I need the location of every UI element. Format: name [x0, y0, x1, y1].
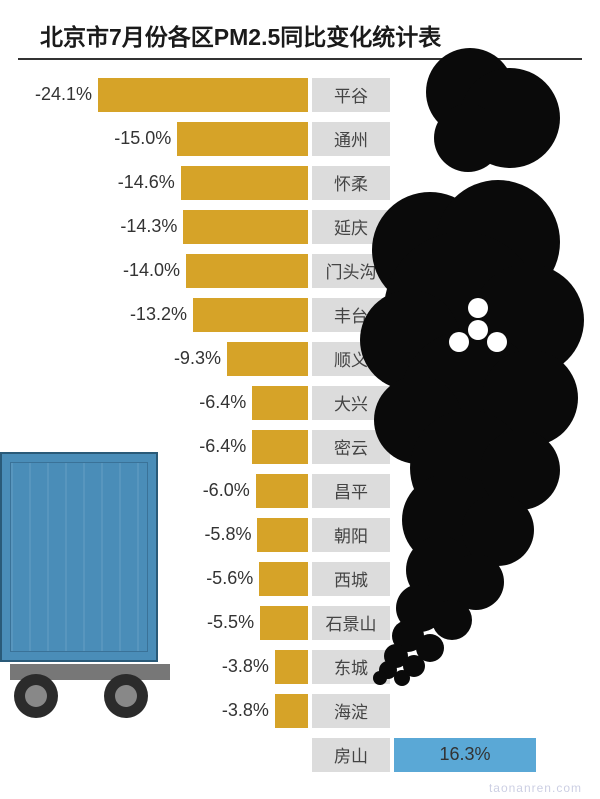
bar-negative — [183, 210, 308, 244]
bar-negative — [177, 122, 308, 156]
truck-illustration — [0, 452, 175, 712]
value-label: -6.4% — [199, 436, 246, 457]
district-label: 通州 — [312, 122, 390, 156]
district-label: 顺义 — [312, 342, 390, 376]
value-label: -13.2% — [130, 304, 187, 325]
bar-negative — [227, 342, 308, 376]
bar-negative — [257, 518, 308, 552]
value-label: -14.3% — [120, 216, 177, 237]
value-label: -6.4% — [199, 392, 246, 413]
district-label: 门头沟 — [312, 254, 390, 288]
bar-negative — [181, 166, 308, 200]
chart-row: -14.3% 延庆 — [18, 206, 600, 247]
bar-negative — [98, 78, 308, 112]
district-label: 大兴 — [312, 386, 390, 420]
bar-negative — [252, 430, 308, 464]
value-label: 16.3% — [439, 744, 490, 765]
district-label: 石景山 — [312, 606, 390, 640]
district-label: 朝阳 — [312, 518, 390, 552]
district-label: 平谷 — [312, 78, 390, 112]
district-label: 延庆 — [312, 210, 390, 244]
chart-row: 房山 16.3% — [18, 734, 600, 775]
truck-wheel — [104, 674, 148, 718]
district-label: 密云 — [312, 430, 390, 464]
value-label: -15.0% — [114, 128, 171, 149]
chart-row: -24.1% 平谷 — [18, 74, 600, 115]
chart-row: -14.0% 门头沟 — [18, 250, 600, 291]
value-label: -5.5% — [207, 612, 254, 633]
watermark: taonanren.com — [489, 781, 582, 795]
district-label: 房山 — [312, 738, 390, 772]
value-label: -14.6% — [118, 172, 175, 193]
bar-negative — [275, 650, 308, 684]
district-label: 东城 — [312, 650, 390, 684]
district-label: 怀柔 — [312, 166, 390, 200]
bar-negative — [252, 386, 308, 420]
bar-negative — [193, 298, 308, 332]
value-label: -5.8% — [204, 524, 251, 545]
bar-negative — [256, 474, 308, 508]
chart-row: -14.6% 怀柔 — [18, 162, 600, 203]
value-label: -24.1% — [35, 84, 92, 105]
value-label: -9.3% — [174, 348, 221, 369]
truck-wheel — [14, 674, 58, 718]
bar-negative — [260, 606, 308, 640]
chart-row: -6.4% 大兴 — [18, 382, 600, 423]
value-label: -14.0% — [123, 260, 180, 281]
chart-row: -9.3% 顺义 — [18, 338, 600, 379]
chart-title: 北京市7月份各区PM2.5同比变化统计表 — [18, 0, 582, 60]
chart-row: -13.2% 丰台 — [18, 294, 600, 335]
bar-negative — [275, 694, 308, 728]
bar-negative — [259, 562, 308, 596]
district-label: 昌平 — [312, 474, 390, 508]
district-label: 西城 — [312, 562, 390, 596]
bar-positive: 16.3% — [394, 738, 536, 772]
district-label: 丰台 — [312, 298, 390, 332]
value-label: -6.0% — [203, 480, 250, 501]
chart-row: -15.0% 通州 — [18, 118, 600, 159]
district-label: 海淀 — [312, 694, 390, 728]
value-label: -3.8% — [222, 700, 269, 721]
bar-negative — [186, 254, 308, 288]
value-label: -3.8% — [222, 656, 269, 677]
value-label: -5.6% — [206, 568, 253, 589]
truck-trailer — [0, 452, 158, 662]
